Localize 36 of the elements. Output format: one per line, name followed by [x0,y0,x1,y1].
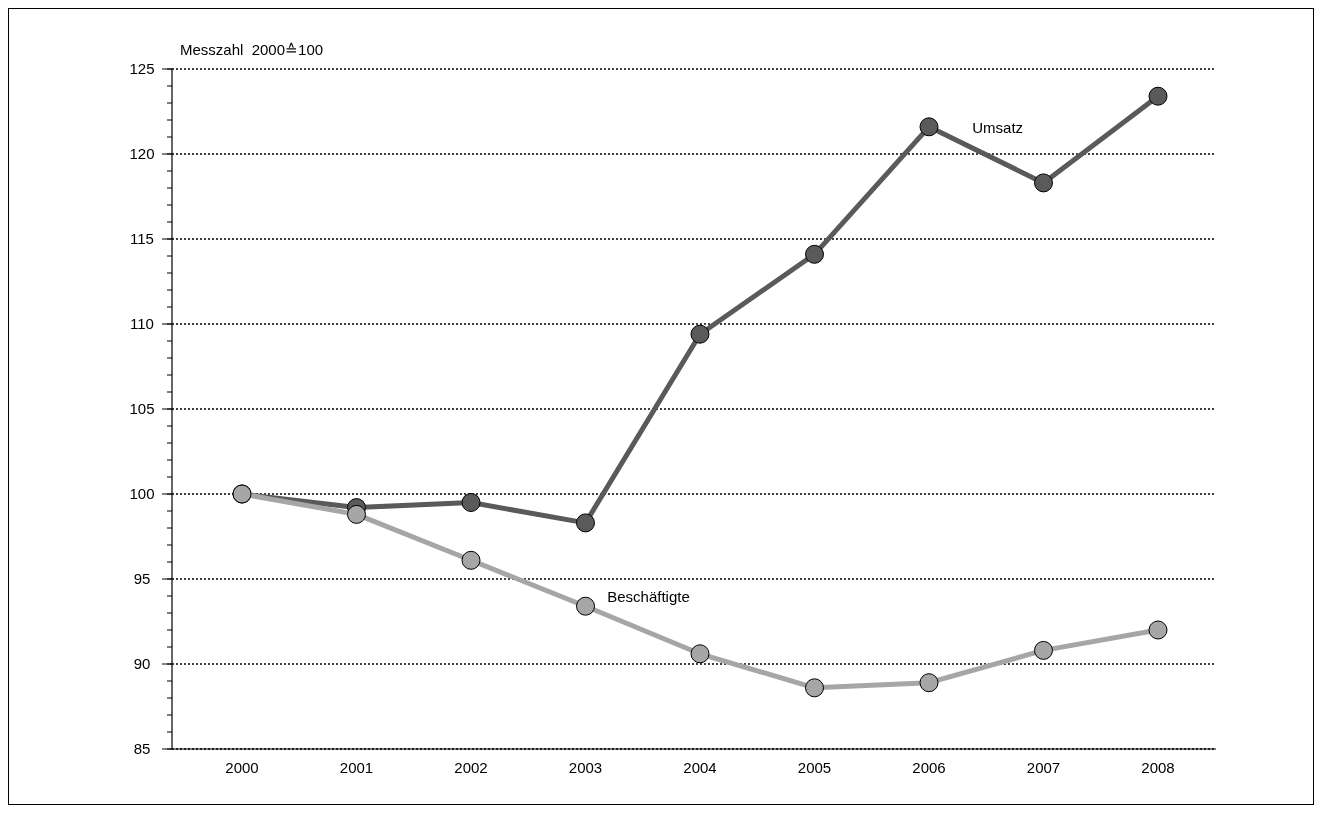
x-tick-label: 2007 [1026,759,1061,776]
point [576,596,595,616]
x-tick-label: 2001 [339,759,374,776]
x-tick-label: 2004 [683,759,717,776]
point [347,504,366,524]
x-tick-label: 2003 [568,759,603,776]
point [805,678,824,698]
y-axis-title: Messzahl 2000≙100 [180,41,324,58]
x-tick-label: 2005 [797,759,832,776]
y-tick-label: 95 [133,570,151,588]
point [690,644,710,664]
y-tick-label: 120 [129,145,155,163]
point [1034,640,1053,660]
x-tick-label: 2008 [1141,759,1175,776]
y-tick-label: 85 [133,740,151,758]
x-tick-label: 2006 [912,759,946,776]
y-tick-label: 115 [130,230,154,248]
series-label: Beschäftigte [607,588,690,605]
point [576,513,595,533]
y-tick-label: 125 [129,60,155,78]
y-tick-label: 105 [129,400,155,418]
y-tick-label: 90 [133,655,151,673]
point [1034,173,1053,193]
point [461,493,481,512]
point [1148,86,1168,106]
x-tick-label: 2002 [454,759,488,776]
point [805,244,824,264]
series-label: Umsatz [972,118,1024,136]
y-tick-label: 100 [129,485,155,503]
point [461,550,481,570]
point [919,117,939,137]
y-tick-label: 110 [130,315,154,333]
point [1148,620,1168,640]
point [690,324,710,344]
x-tick-label: 2000 [225,759,259,776]
point [919,673,939,693]
